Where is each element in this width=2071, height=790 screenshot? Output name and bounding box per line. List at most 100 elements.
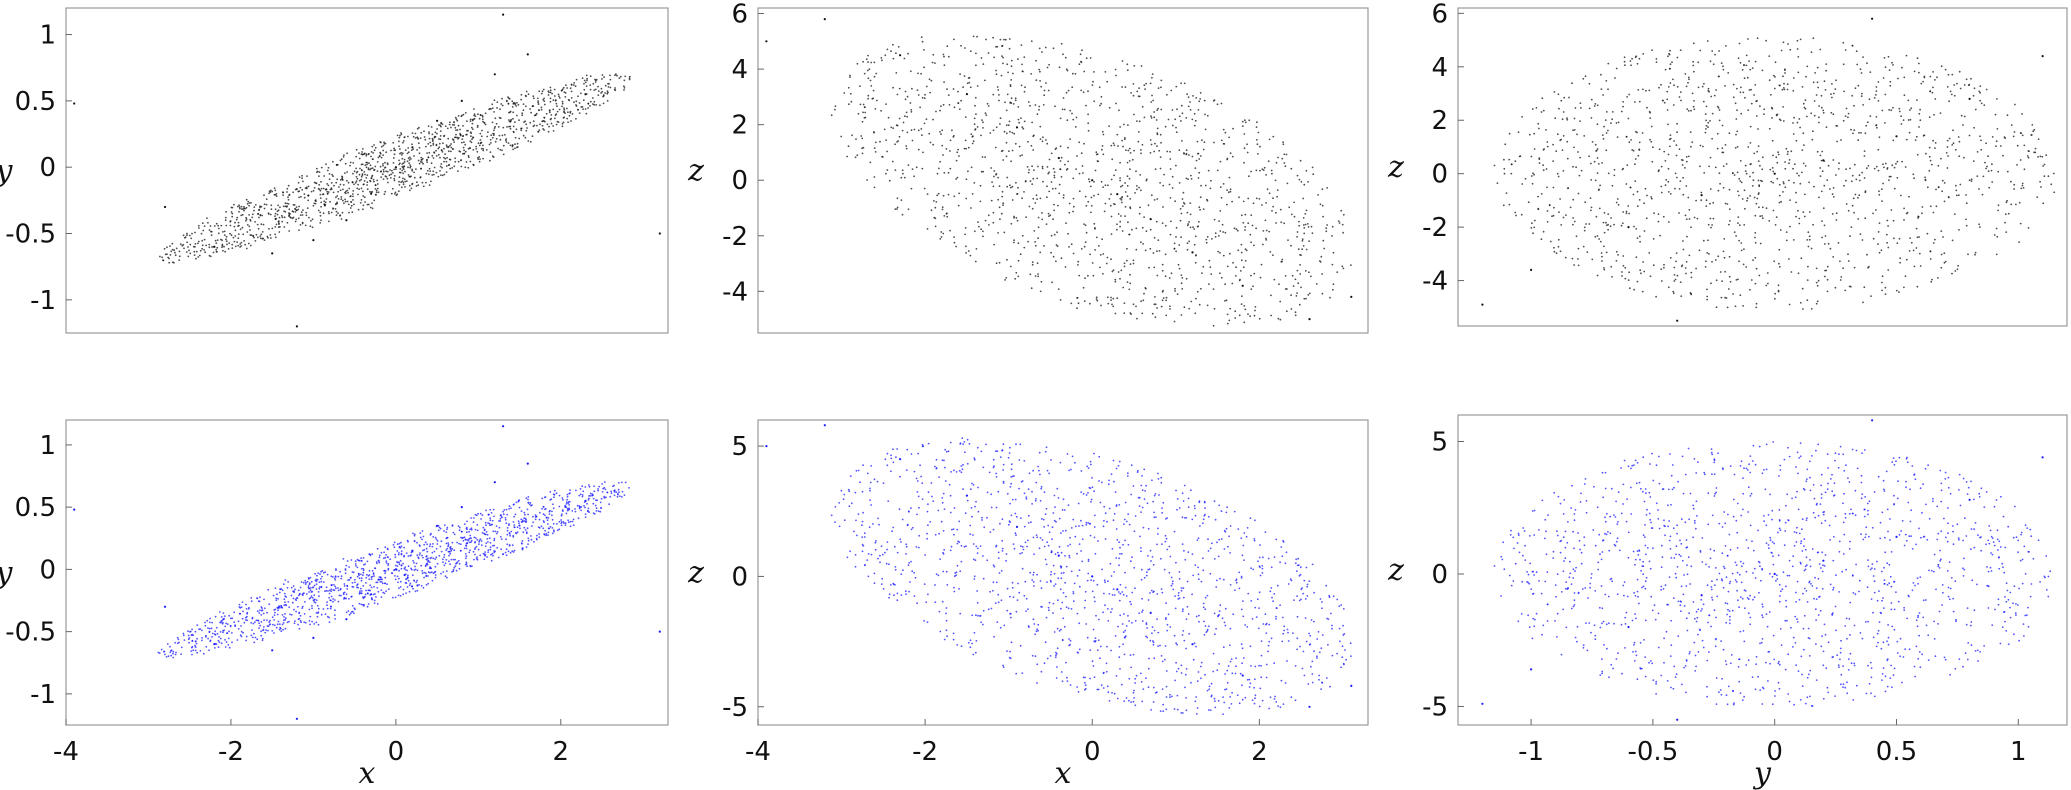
data-point — [326, 183, 329, 185]
data-point — [423, 549, 426, 551]
data-point — [566, 493, 569, 496]
data-point — [1551, 215, 1553, 218]
data-point — [391, 169, 393, 172]
data-point — [2042, 202, 2045, 205]
data-point — [1860, 72, 1863, 74]
data-point — [1124, 191, 1127, 193]
data-point — [429, 571, 431, 574]
data-point — [1769, 168, 1772, 171]
data-point — [1740, 249, 1743, 252]
data-point — [1623, 56, 1626, 59]
data-point — [320, 219, 322, 222]
data-point — [1129, 263, 1132, 265]
data-point — [1716, 147, 1719, 150]
data-point — [1048, 63, 1050, 66]
data-point — [233, 203, 235, 206]
data-point — [443, 160, 445, 163]
data-point — [319, 189, 322, 192]
data-point — [994, 146, 997, 149]
data-point — [600, 507, 602, 509]
data-point — [1136, 120, 1138, 122]
data-point — [268, 192, 270, 195]
data-point — [514, 121, 516, 124]
data-point — [1191, 251, 1194, 254]
data-point — [1610, 122, 1612, 124]
data-point — [1150, 117, 1153, 119]
data-point — [1622, 264, 1625, 267]
data-point — [1277, 317, 1280, 320]
data-point — [1078, 190, 1081, 193]
data-point — [385, 170, 387, 173]
data-point — [1011, 131, 1014, 134]
data-point — [319, 573, 321, 575]
data-point — [382, 154, 384, 157]
data-point — [410, 158, 412, 160]
data-point — [430, 162, 433, 165]
data-point — [453, 533, 456, 536]
data-point — [494, 140, 497, 143]
data-point — [1050, 181, 1053, 183]
data-point — [1780, 49, 1783, 52]
data-point — [1624, 277, 1627, 280]
data-point — [1676, 176, 1678, 179]
data-point — [1023, 56, 1026, 58]
data-point — [1062, 194, 1065, 197]
data-point — [1706, 295, 1709, 298]
data-point — [282, 205, 285, 208]
data-point — [1904, 166, 1907, 168]
data-point — [1904, 275, 1907, 278]
data-point — [1795, 201, 1797, 204]
data-point — [1627, 117, 1630, 120]
data-point — [478, 156, 481, 158]
data-point — [487, 522, 489, 524]
data-point — [1631, 149, 1634, 151]
data-point — [1149, 228, 1152, 231]
data-point — [460, 165, 463, 168]
data-point — [1722, 65, 1724, 68]
data-point — [1331, 235, 1333, 237]
data-point — [1530, 227, 1533, 229]
data-point — [1056, 231, 1058, 234]
data-point — [1534, 219, 1536, 222]
data-point — [469, 120, 472, 122]
data-point — [1168, 277, 1171, 279]
data-point — [584, 108, 587, 110]
data-point — [1110, 193, 1112, 196]
y-tick-label: 0.5 — [15, 87, 56, 117]
data-point — [1832, 92, 1835, 95]
data-point — [486, 538, 489, 540]
data-point — [257, 227, 260, 230]
data-point — [1720, 62, 1723, 64]
data-point — [885, 139, 887, 142]
data-point — [393, 546, 396, 549]
data-point — [1726, 203, 1729, 205]
data-point — [1337, 220, 1340, 223]
data-point — [1635, 228, 1638, 230]
data-point — [1840, 276, 1843, 278]
data-point — [2039, 155, 2042, 158]
data-point — [2021, 182, 2024, 185]
data-point — [502, 126, 505, 129]
data-point — [411, 169, 414, 172]
data-point — [328, 621, 331, 623]
data-point — [1514, 160, 1517, 163]
data-point — [1150, 101, 1153, 103]
data-point — [172, 652, 174, 655]
data-point — [1153, 111, 1155, 113]
data-point — [236, 205, 239, 208]
data-point — [449, 158, 452, 161]
data-point — [1067, 89, 1070, 92]
data-point — [965, 147, 967, 150]
data-point — [1141, 143, 1144, 146]
data-point — [417, 142, 420, 145]
data-point — [1739, 294, 1742, 297]
data-point — [387, 181, 389, 184]
data-point — [324, 571, 327, 573]
data-point — [344, 200, 347, 203]
data-point — [1826, 290, 1829, 293]
data-point — [1258, 317, 1261, 320]
data-point — [869, 161, 872, 164]
data-point — [1826, 265, 1829, 268]
data-point — [215, 248, 218, 251]
